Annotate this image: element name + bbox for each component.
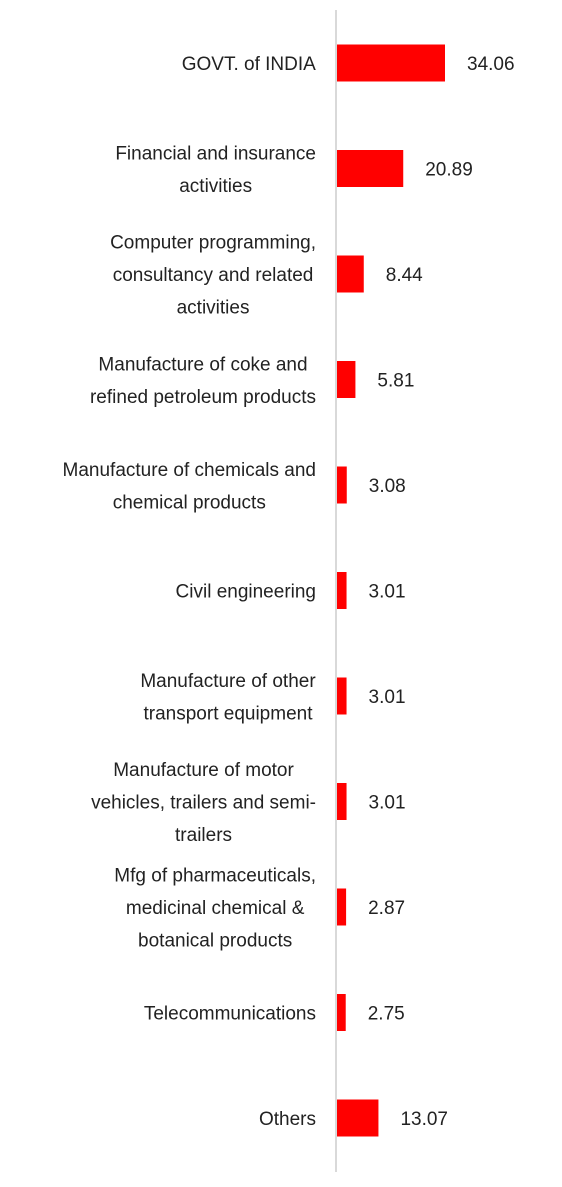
category-label: refined petroleum products (90, 387, 316, 408)
category-label: Manufacture of other (140, 671, 316, 692)
bar (337, 994, 346, 1031)
bar (337, 150, 404, 187)
category-label: medicinal chemical & (126, 898, 305, 919)
category-label: Manufacture of coke and (98, 354, 307, 375)
bar (337, 783, 347, 820)
category-label: activities (179, 176, 252, 197)
category-labels: GOVT. of INDIA Financial and insurance act… (63, 54, 317, 1130)
data-label: 20.89 (425, 160, 473, 181)
bars-layer (337, 44, 445, 1137)
category-label: Manufacture of chemicals and (63, 460, 316, 481)
category-label: Others (259, 1109, 316, 1130)
bar (337, 888, 347, 926)
data-label: 3.01 (369, 687, 406, 708)
data-label: 34.06 (467, 54, 515, 75)
category-label: trailers (175, 825, 232, 846)
data-label: 2.87 (368, 898, 405, 919)
data-label: 3.08 (369, 476, 406, 497)
category-label: Manufacture of motor (113, 760, 294, 781)
bar (337, 677, 347, 715)
category-label: Financial and insurance (115, 143, 316, 164)
category-label: chemical products (113, 492, 266, 513)
category-label: activities (177, 298, 250, 319)
data-label: 3.01 (369, 582, 406, 603)
data-label: 2.75 (368, 1004, 405, 1025)
bar (337, 466, 347, 504)
bar (337, 1099, 379, 1137)
data-label: 8.44 (386, 265, 423, 286)
data-label: 3.01 (369, 793, 406, 814)
bar (337, 255, 364, 293)
category-label: Telecommunications (144, 1004, 316, 1025)
data-label: 5.81 (377, 371, 414, 392)
category-label: vehicles, trailers and semi- (91, 793, 316, 814)
category-label: Mfg of pharmaceuticals, (114, 866, 316, 887)
category-label: Computer programming, (110, 233, 316, 254)
data-labels: 34.06 20.89 8.44 5.81 3.08 3.01 3.01 3.01 2.87 2.… (368, 54, 515, 1130)
category-label: transport equipment (144, 703, 314, 724)
bar (337, 572, 347, 609)
category-label: Civil engineering (176, 582, 316, 603)
category-label: consultancy and related (113, 265, 314, 286)
category-label: botanical products (138, 931, 292, 952)
category-label: GOVT. of INDIA (182, 54, 316, 75)
bar (337, 361, 356, 398)
data-label: 13.07 (400, 1109, 448, 1130)
bar (337, 44, 445, 82)
